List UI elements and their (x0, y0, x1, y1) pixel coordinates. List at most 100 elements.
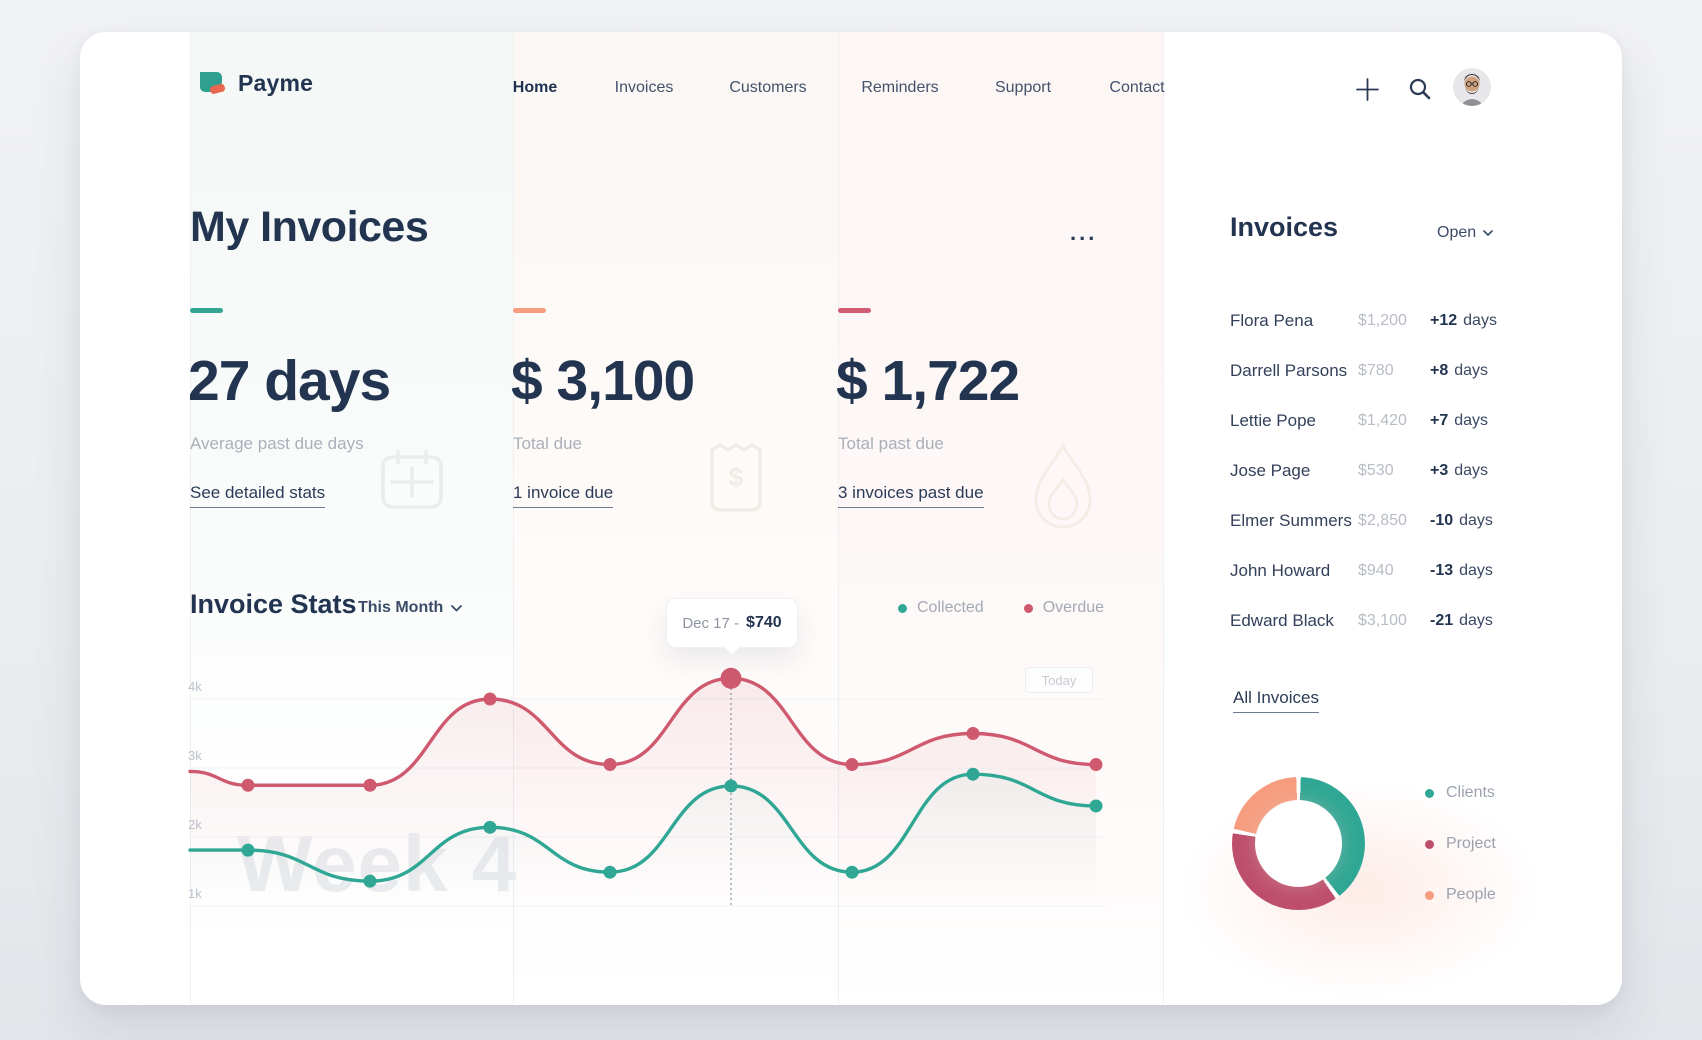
invoice-amount: $3,100 (1358, 612, 1407, 629)
chart-legend: Collected Overdue (898, 599, 1104, 617)
invoice-list-item[interactable]: Elmer Summers $2,850 -10 days (1230, 496, 1493, 546)
invoice-list-item[interactable]: Jose Page $530 +3 days (1230, 446, 1490, 496)
search-button[interactable] (1405, 74, 1435, 104)
clients-dot (1425, 788, 1434, 798)
legend-project-label: Project (1446, 835, 1496, 852)
invoice-list-item[interactable]: Darrell Parsons $780 +8 days (1230, 346, 1490, 396)
invoice-amount: $1,420 (1358, 412, 1407, 429)
invoice-days-unit: days (1454, 362, 1489, 379)
stat-accent-red (838, 308, 871, 313)
invoice-days-unit: days (1454, 412, 1489, 429)
range-dropdown[interactable]: This Month (358, 599, 463, 617)
svg-text:4k: 4k (188, 679, 202, 694)
search-icon (1409, 78, 1431, 100)
invoice-list-item[interactable]: Edward Black $3,100 -21 days (1230, 596, 1493, 646)
nav-item-contact[interactable]: Contact (1109, 79, 1165, 96)
tooltip-value: $740 (746, 614, 782, 631)
invoice-client-name: Lettie Pope (1230, 411, 1317, 430)
legend-collected: Collected (898, 599, 984, 617)
legend-overdue: Overdue (1023, 599, 1105, 617)
avatar-image (1453, 68, 1491, 106)
invoice-stats-chart: 1k2k3k4k (188, 667, 1105, 907)
legend-people-label: People (1446, 886, 1496, 903)
invoice-days-count: -10 (1430, 512, 1454, 529)
brand-name: Payme (238, 70, 314, 96)
chart-tooltip: Dec 17 - $740 (666, 598, 798, 648)
invoice-days-count: +8 (1430, 362, 1449, 379)
flame-icon (1034, 443, 1092, 529)
column-divider (190, 32, 191, 1005)
legend-project: Project (1425, 827, 1496, 861)
project-dot (1425, 839, 1434, 849)
column-divider (513, 32, 514, 1005)
invoices-past-due-link[interactable]: 3 invoices past due (838, 483, 984, 508)
stat-accent-orange (513, 308, 546, 313)
invoice-client-name: John Howard (1230, 561, 1331, 580)
stat-caption-avg-days: Average past due days (190, 434, 364, 453)
receipt-icon: $ (710, 443, 762, 512)
invoice-amount: $2,850 (1358, 512, 1407, 529)
sidebar-glow (1110, 740, 1610, 1005)
card-overflow-menu[interactable]: ... (1070, 220, 1098, 245)
collected-dot (898, 603, 907, 613)
nav-item-customers[interactable]: Customers (729, 79, 807, 96)
dashboard-card: Payme Home Invoices Customers Reminders … (80, 32, 1622, 1005)
invoice-days-count: +7 (1430, 412, 1449, 429)
overdue-dot (1023, 603, 1033, 613)
invoice-amount: $940 (1358, 562, 1394, 579)
invoice-client-name: Flora Pena (1230, 311, 1314, 330)
invoice-days-count: -21 (1430, 612, 1454, 629)
chevron-down-icon (451, 604, 463, 611)
invoice-client-name: Edward Black (1230, 611, 1334, 630)
invoice-filter-value: Open (1437, 224, 1477, 241)
invoice-days-unit: days (1463, 312, 1497, 329)
invoice-days-unit: days (1459, 562, 1493, 579)
stat-caption-total-due: Total due (513, 434, 582, 453)
stat-value-total-due: $ 3,100 (511, 349, 695, 413)
user-avatar[interactable] (1453, 68, 1491, 106)
stat-accent-teal (190, 308, 223, 313)
see-detailed-stats-link[interactable]: See detailed stats (190, 483, 326, 508)
invoice-list-item[interactable]: Lettie Pope $1,420 +7 days (1230, 396, 1490, 446)
invoice-amount: $530 (1358, 462, 1394, 479)
nav-item-support[interactable]: Support (994, 79, 1052, 96)
invoice-client-name: Elmer Summers (1230, 511, 1352, 530)
nav-item-home[interactable]: Home (512, 79, 558, 96)
invoice-client-name: Darrell Parsons (1230, 361, 1348, 380)
donut-legend: Clients Project People (1425, 776, 1496, 929)
brand-logo[interactable]: Payme (198, 70, 313, 97)
invoice-amount: $780 (1358, 362, 1394, 379)
invoice-list-item[interactable]: John Howard $940 -13 days (1230, 546, 1493, 596)
stat-caption-past-due: Total past due (838, 434, 944, 453)
svg-text:$: $ (729, 462, 744, 492)
invoice-due-link[interactable]: 1 invoice due (513, 483, 614, 508)
calendar-icon (381, 449, 443, 509)
invoice-days-unit: days (1459, 612, 1493, 629)
legend-collected-label: Collected (917, 599, 984, 616)
legend-overdue-label: Overdue (1042, 599, 1105, 616)
invoice-days-unit: days (1459, 512, 1493, 529)
legend-clients-label: Clients (1446, 784, 1495, 801)
invoice-list-item[interactable]: Flora Pena $1,200 +12 days (1230, 296, 1497, 346)
legend-people: People (1425, 878, 1496, 912)
nav-item-invoices[interactable]: Invoices (614, 79, 674, 96)
invoice-amount: $1,200 (1358, 312, 1407, 329)
all-invoices-link[interactable]: All Invoices (1233, 688, 1319, 713)
invoice-filter-dropdown[interactable]: Open (1437, 224, 1493, 242)
stat-value-avg-days: 27 days (188, 349, 391, 413)
invoice-stats-title: Invoice Stats (190, 589, 357, 619)
invoice-list: Flora Pena $1,200 +12 days Darrell Parson… (1230, 296, 1497, 646)
donut-hole (1255, 800, 1342, 887)
legend-clients: Clients (1425, 776, 1496, 810)
chevron-down-icon (1483, 230, 1493, 236)
nav-item-reminders[interactable]: Reminders (861, 79, 939, 96)
invoice-days-count: -13 (1430, 562, 1454, 579)
plus-icon (1355, 77, 1379, 101)
add-button[interactable] (1352, 74, 1382, 104)
invoice-donut-chart (1232, 777, 1365, 910)
sidebar-title: Invoices (1230, 212, 1339, 242)
stat-value-past-due: $ 1,722 (836, 349, 1020, 413)
invoice-days-unit: days (1454, 462, 1489, 479)
page-title: My Invoices (190, 203, 429, 251)
